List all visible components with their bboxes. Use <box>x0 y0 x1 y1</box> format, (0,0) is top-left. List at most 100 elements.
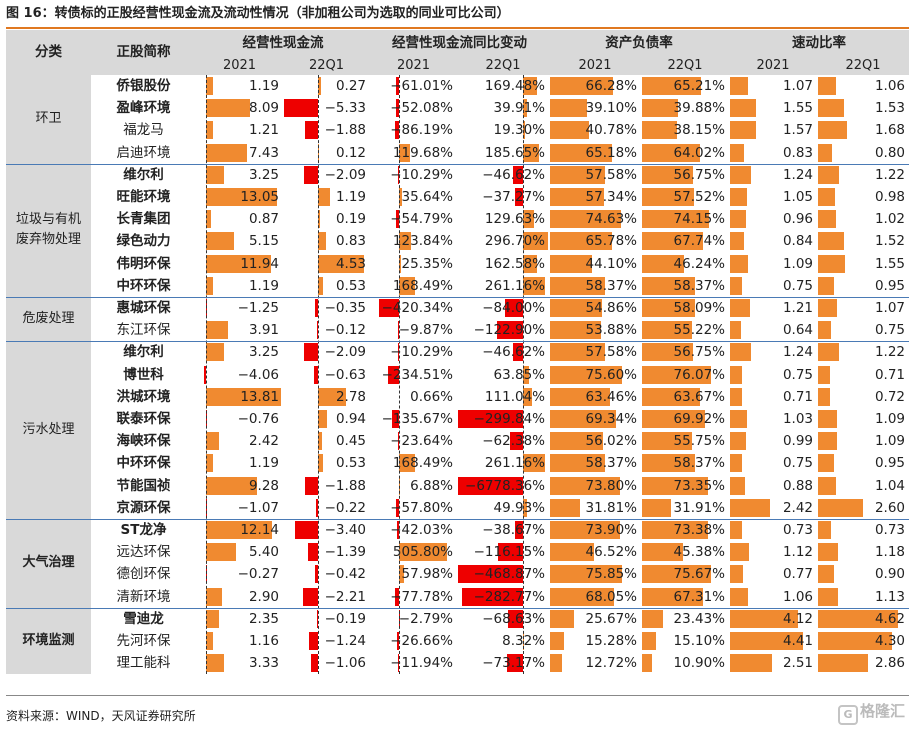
value-cell-cf22: 4.53 <box>283 253 370 275</box>
bar-negative <box>294 521 318 539</box>
value-text: 1.18 <box>874 544 905 561</box>
bar-positive <box>550 543 595 562</box>
bar-positive <box>730 654 772 673</box>
bar-positive <box>550 276 606 295</box>
bar-negative <box>303 343 318 362</box>
value-text: 2.90 <box>248 588 279 605</box>
value-text: 63.67% <box>673 388 725 405</box>
value-cell-cf21: 2.35 <box>196 608 283 630</box>
bar-positive <box>642 454 695 473</box>
bar-positive <box>206 609 220 628</box>
value-cell-qr21: 1.03 <box>729 408 817 430</box>
value-text: 66.28% <box>585 78 637 94</box>
value-cell-yoy22: −46.62% <box>457 341 549 363</box>
value-cell-dr21: 69.34% <box>549 408 641 430</box>
value-cell-cf22: −2.21 <box>283 586 370 608</box>
value-text: 73.90% <box>585 522 637 538</box>
header-group: 经营性现金流 <box>196 30 370 57</box>
data-table: 分类 正股简称 经营性现金流 经营性现金流同比变动 资产负债率 速动比率 2021 22Q1 2… <box>6 30 909 694</box>
bar-positive <box>206 654 225 673</box>
value-cell-yoy21: −135.67% <box>370 408 457 430</box>
value-text: 4.62 <box>874 610 905 627</box>
value-cell-cf22: 0.45 <box>283 430 370 452</box>
value-cell-dr21: 65.18% <box>549 142 641 164</box>
value-text: 65.18% <box>585 144 637 161</box>
value-cell-cf22: −2.09 <box>283 341 370 363</box>
group-separator <box>6 341 909 343</box>
value-cell-dr21: 66.28% <box>549 75 641 97</box>
value-text: 0.19 <box>335 211 366 228</box>
value-text: −2.09 <box>324 166 366 183</box>
value-text: 74.63% <box>585 211 637 228</box>
value-cell-cf22: 0.53 <box>283 275 370 297</box>
value-cell-yoy22: −6778.36% <box>457 475 549 497</box>
value-text: −3.40 <box>324 522 366 538</box>
value-cell-yoy22: 261.16% <box>457 452 549 474</box>
bar-positive <box>642 476 709 495</box>
bar-positive <box>317 77 321 95</box>
value-cell-qr22: 1.55 <box>817 253 909 275</box>
value-cell-cf21: 13.81 <box>196 386 283 408</box>
value-text: 56.02% <box>585 433 637 450</box>
value-cell-yoy21: 119.68% <box>370 142 457 164</box>
value-cell-cf22: −1.88 <box>283 119 370 141</box>
value-text: 1.19 <box>248 277 279 294</box>
value-cell-yoy22: 49.93% <box>457 497 549 519</box>
bar-positive <box>730 365 743 384</box>
header-period: 22Q1 <box>457 57 549 75</box>
value-cell-qr21: 1.05 <box>729 186 817 208</box>
value-cell-dr21: 73.80% <box>549 475 641 497</box>
value-text: 1.24 <box>782 166 813 183</box>
bar-negative <box>458 476 524 495</box>
bar-positive <box>642 343 694 362</box>
value-text: 58.37% <box>585 455 637 472</box>
bar-positive <box>818 254 845 273</box>
value-cell-yoy22: 261.16% <box>457 275 549 297</box>
value-cell-qr22: 0.72 <box>817 386 909 408</box>
value-text: 0.64 <box>782 322 813 339</box>
bar-positive <box>818 232 845 251</box>
value-text: 12.72% <box>585 655 637 672</box>
bar-positive <box>818 188 835 206</box>
value-text: 111.04% <box>484 388 545 405</box>
value-cell-dr21: 46.52% <box>549 541 641 563</box>
bar-positive <box>398 276 415 295</box>
value-cell-qr22: 0.73 <box>817 519 909 541</box>
value-text: −77.78% <box>390 588 453 605</box>
value-cell-yoy21: 6.88% <box>370 475 457 497</box>
bar-negative <box>314 565 318 584</box>
value-text: 7.43 <box>248 144 279 161</box>
value-cell-cf21: 2.90 <box>196 586 283 608</box>
value-cell-dr22: 76.07% <box>641 364 729 386</box>
bar-positive <box>730 432 747 451</box>
value-text: 56.75% <box>673 166 725 183</box>
bar-positive <box>206 387 281 406</box>
value-text: 1.55 <box>874 255 905 272</box>
value-cell-qr21: 1.55 <box>729 97 817 119</box>
bar-positive <box>550 587 615 606</box>
bar-negative <box>397 632 399 650</box>
bar-positive <box>642 498 671 517</box>
value-text: −10.29% <box>390 344 453 361</box>
value-cell-dr22: 64.02% <box>641 142 729 164</box>
value-text: 58.09% <box>673 300 725 316</box>
value-cell-qr21: 4.41 <box>729 630 817 652</box>
value-cell-cf22: 0.19 <box>283 208 370 230</box>
watermark-logo-icon: G <box>837 705 858 725</box>
value-text: 0.80 <box>874 144 905 161</box>
value-text: 31.91% <box>673 499 725 516</box>
bar-negative <box>504 299 524 317</box>
company-name: 惠城环保 <box>116 300 171 316</box>
bar-positive <box>818 99 845 118</box>
value-text: 0.71 <box>874 366 905 383</box>
value-text: 1.19 <box>248 455 279 472</box>
bar-positive <box>642 99 679 118</box>
bar-positive <box>818 609 898 628</box>
value-cell-qr22: 0.80 <box>817 142 909 164</box>
value-cell-qr22: 1.68 <box>817 119 909 141</box>
bar-positive <box>730 587 748 606</box>
bar-negative <box>316 321 318 340</box>
value-text: 1.55 <box>782 100 813 117</box>
value-cell-dr22: 75.67% <box>641 563 729 585</box>
bar-positive <box>550 321 602 340</box>
